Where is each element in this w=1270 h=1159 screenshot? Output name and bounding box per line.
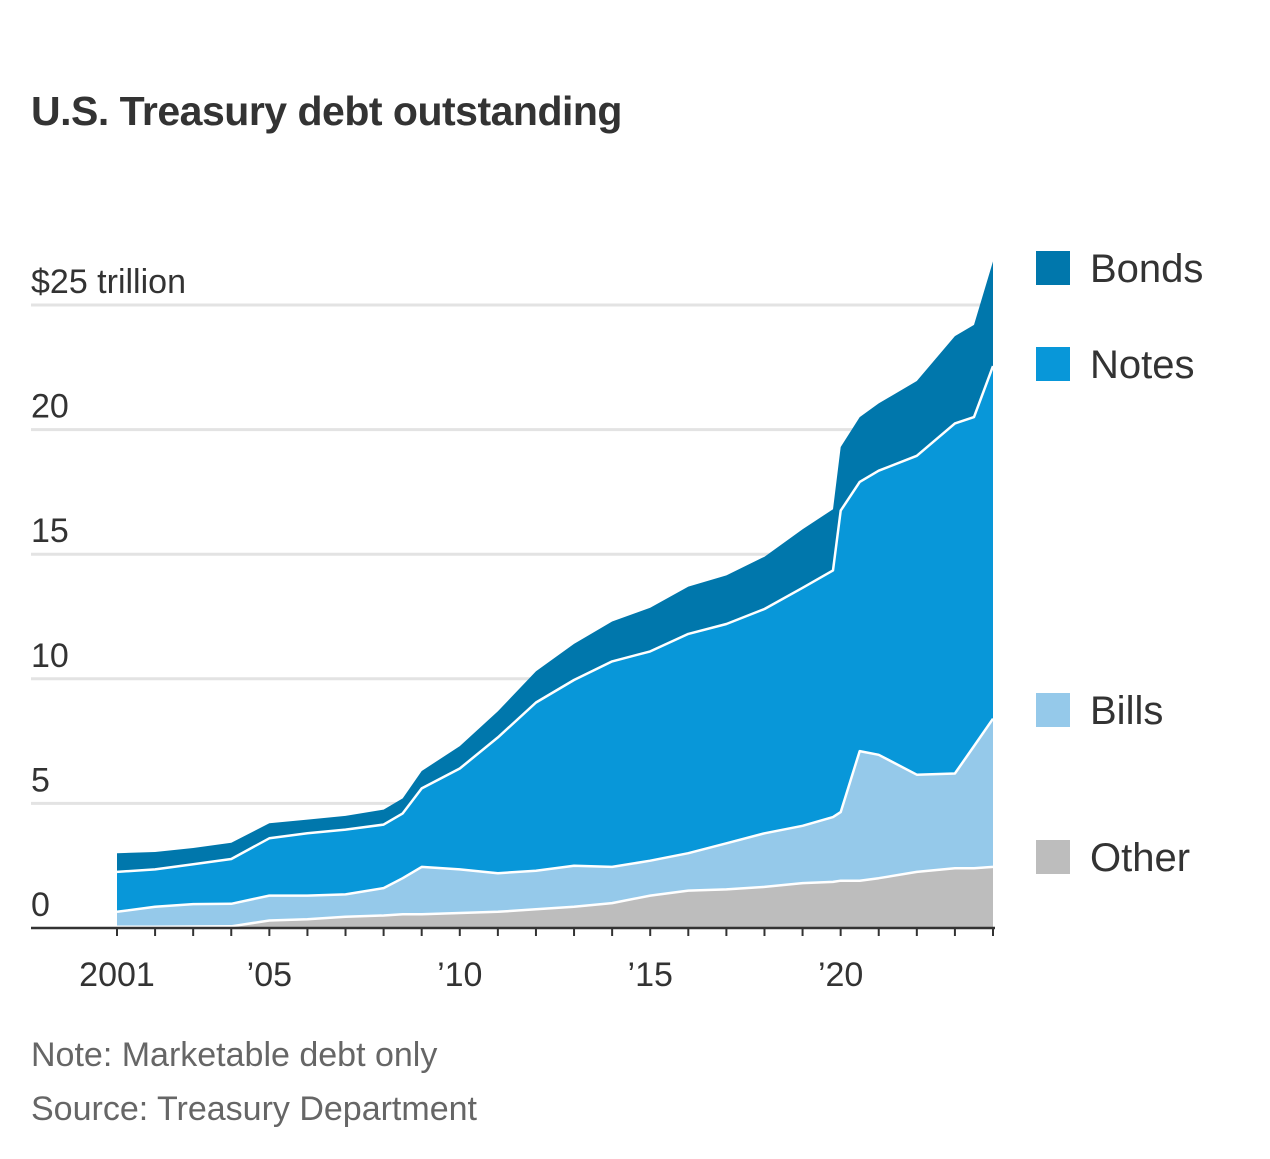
y-tick-label-0: 0	[31, 886, 50, 924]
y-tick-label-20: 20	[31, 388, 69, 426]
area-bills	[117, 718, 993, 927]
legend-label-notes: Notes	[1090, 343, 1195, 387]
legend-label-bonds: Bonds	[1090, 247, 1203, 291]
y-tick-label-10: 10	[31, 637, 69, 675]
area-other	[117, 866, 993, 928]
axes: 0 5 10 15 20 $25 trillion 2001 ’05 ’10 ’15 ’20	[31, 263, 995, 994]
y-tick-label-25: $25 trillion	[31, 263, 186, 301]
chart-source: Source: Treasury Department	[31, 1090, 477, 1128]
legend-swatch-bonds	[1036, 251, 1070, 285]
legend-label-other: Other	[1090, 836, 1190, 880]
chart-title: U.S. Treasury debt outstanding	[31, 88, 622, 134]
legend-swatch-bills	[1036, 693, 1070, 727]
series-boundaries	[116, 365, 995, 929]
x-tick-label-2001: 2001	[79, 956, 155, 994]
legend-label-bills: Bills	[1090, 689, 1163, 733]
legend-swatch-other	[1036, 840, 1070, 874]
boundary-bills	[116, 717, 995, 914]
legend: Other Bills Notes Bonds	[1036, 247, 1203, 880]
x-tick-label-2010: ’10	[437, 956, 482, 994]
area-bonds	[117, 261, 993, 872]
area-series	[117, 261, 993, 928]
x-tick-label-2005: ’05	[247, 956, 292, 994]
y-tick-label-15: 15	[31, 512, 69, 550]
legend-swatch-notes	[1036, 347, 1070, 381]
x-tick-label-2015: ’15	[628, 956, 673, 994]
area-notes	[117, 366, 993, 912]
y-tick-label-5: 5	[31, 761, 50, 799]
x-tick-label-2020: ’20	[818, 956, 863, 994]
boundary-other	[117, 865, 994, 929]
chart-note: Note: Marketable debt only	[31, 1036, 438, 1074]
boundary-notes	[116, 365, 995, 874]
